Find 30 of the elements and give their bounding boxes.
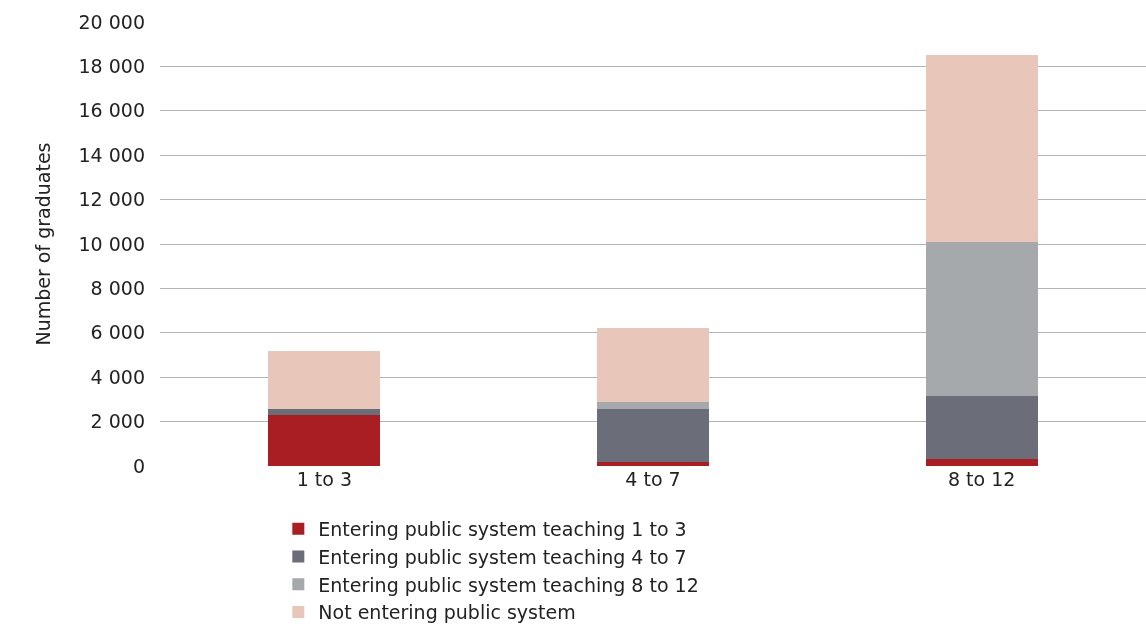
bar: [597, 409, 709, 462]
legend-label: Entering public system teaching 8 to 12: [318, 573, 699, 596]
legend-label: Not entering public system: [318, 601, 576, 624]
bar: [268, 409, 381, 415]
y-tick-label: 8 000: [90, 277, 145, 300]
y-tick-label: 14 000: [78, 143, 145, 166]
y-tick-label: 4 000: [90, 365, 145, 388]
bar: [268, 351, 381, 410]
x-tick-label: 1 to 3: [296, 468, 352, 490]
bar: [925, 55, 1038, 242]
y-tick-label: 2 000: [90, 410, 145, 433]
y-tick-label: 0: [132, 454, 145, 477]
legend-label: Entering public system teaching 1 to 3: [318, 518, 687, 541]
bar: [925, 459, 1038, 466]
y-axis-title: Number of graduates: [32, 142, 55, 346]
y-tick-label: 12 000: [78, 188, 145, 211]
y-tick-label: 6 000: [90, 321, 145, 344]
y-tick-label: 20 000: [78, 10, 145, 33]
bar: [268, 414, 381, 466]
x-tick-label: 8 to 12: [947, 468, 1016, 490]
x-tick-label: 4 to 7: [625, 468, 681, 490]
bar: [597, 401, 709, 410]
bar: [597, 461, 709, 466]
y-tick-label: 16 000: [78, 99, 145, 122]
y-tick-label: 10 000: [78, 232, 145, 255]
bar: [925, 396, 1038, 460]
bar: [597, 328, 709, 402]
y-tick-label: 18 000: [78, 55, 145, 78]
legend-label: Entering public system teaching 4 to 7: [318, 545, 687, 568]
bar: [925, 241, 1038, 397]
